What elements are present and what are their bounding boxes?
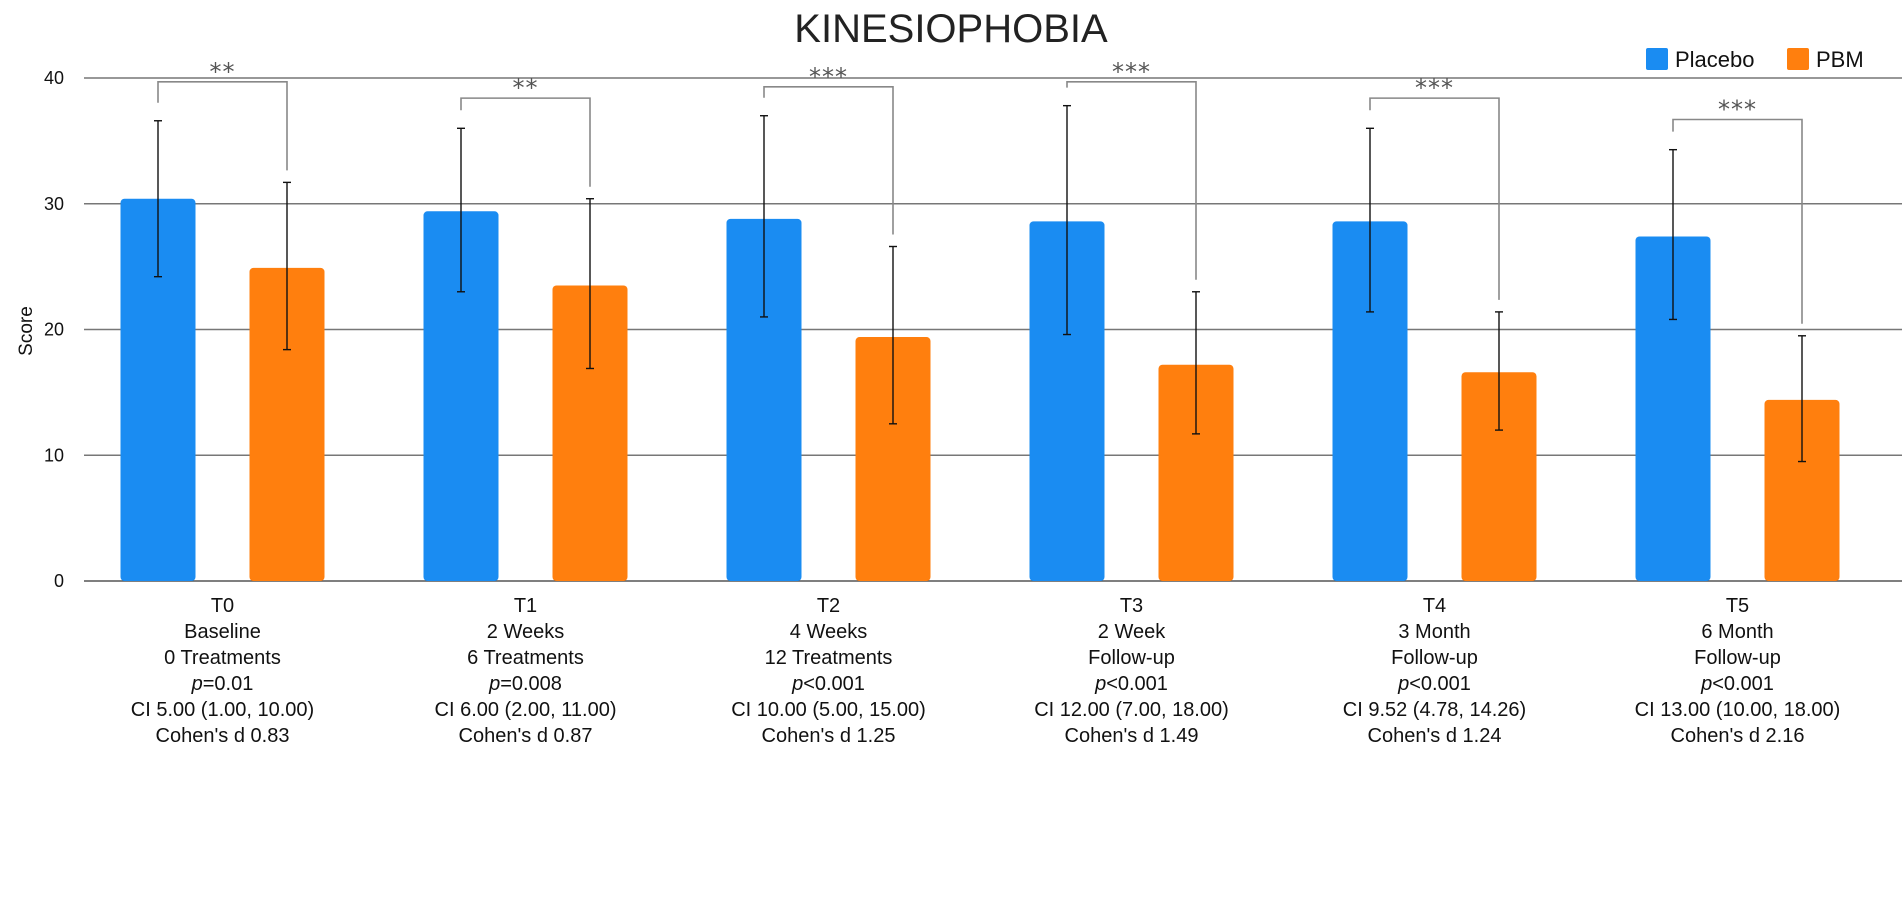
p-value: p<0.001 <box>1094 673 1168 695</box>
legend-swatch-placebo <box>1646 48 1668 70</box>
bar-pbm-t2 <box>855 337 931 581</box>
y-tick-label: 10 <box>44 445 64 465</box>
y-tick-label: 20 <box>44 320 64 340</box>
category-label-t4: T4 3 Month Follow-up p<0.001 CI 9.52 (4.78, … <box>1343 595 1526 747</box>
error-bars <box>154 104 1806 463</box>
confidence-interval: CI 9.52 (4.78, 14.26) <box>1343 699 1526 721</box>
error-bar-placebo-t4 <box>1366 127 1374 313</box>
grid-lines <box>84 77 1902 582</box>
period: T4 <box>1423 595 1446 617</box>
bar-pbm-t3 <box>1158 364 1234 581</box>
cohens-d: Cohen's d 1.25 <box>762 725 896 747</box>
bar-pbm-t0 <box>249 267 325 581</box>
treatments: Follow-up <box>1391 647 1478 669</box>
period: T0 <box>211 595 234 617</box>
treatments: 12 Treatments <box>765 647 893 669</box>
significance-bracket-t0: ** <box>157 58 288 171</box>
legend-label-placebo: Placebo <box>1675 47 1755 72</box>
treatments: 0 Treatments <box>164 647 281 669</box>
bar-placebo-t4 <box>1332 221 1408 582</box>
p-value: p<0.001 <box>791 673 865 695</box>
treatments: Follow-up <box>1088 647 1175 669</box>
confidence-interval: CI 10.00 (5.00, 15.00) <box>731 699 926 721</box>
significance-bracket-t3: *** <box>1066 58 1197 280</box>
x-axis-category-labels: T0 Baseline 0 Treatments p=0.01 CI 5.00 (1.0… <box>131 595 1841 747</box>
treatments: Follow-up <box>1694 647 1781 669</box>
legend-label-pbm: PBM <box>1816 47 1864 72</box>
error-bar-placebo-t1 <box>457 127 465 293</box>
bar-placebo-t3 <box>1029 221 1105 582</box>
timepoint: Baseline <box>184 621 261 643</box>
category-label-t0: T0 Baseline 0 Treatments p=0.01 CI 5.00 (1.0… <box>131 595 314 747</box>
bar-placebo-t5 <box>1635 236 1711 581</box>
error-bar-placebo-t5 <box>1669 148 1677 321</box>
error-bar-placebo-t0 <box>154 120 162 278</box>
error-bar-pbm-t0 <box>283 181 291 351</box>
period: T3 <box>1120 595 1143 617</box>
significance-stars: *** <box>1112 58 1151 86</box>
cohens-d: Cohen's d 0.87 <box>459 725 593 747</box>
significance-stars: ** <box>513 74 539 102</box>
significance-bracket-t1: ** <box>460 74 591 187</box>
period: T5 <box>1726 595 1749 617</box>
p-value: p<0.001 <box>1397 673 1471 695</box>
significance-bracket-t2: *** <box>763 63 894 235</box>
error-bar-placebo-t2 <box>760 115 768 318</box>
category-label-t1: T1 2 Weeks 6 Treatments p=0.008 CI 6.00 (2.0… <box>435 595 617 747</box>
y-tick-label: 30 <box>44 194 64 214</box>
chart-title: KINESIOPHOBIA <box>794 7 1108 51</box>
cohens-d: Cohen's d 0.83 <box>156 725 290 747</box>
error-bar-pbm-t5 <box>1798 335 1806 463</box>
error-bar-placebo-t3 <box>1063 104 1071 336</box>
significance-brackets: **** *** ********* <box>157 58 1803 324</box>
p-value: p<0.001 <box>1700 673 1774 695</box>
bar-placebo-t2 <box>726 218 802 581</box>
cohens-d: Cohen's d 1.49 <box>1065 725 1199 747</box>
timepoint: 3 Month <box>1398 621 1470 643</box>
error-bar-pbm-t4 <box>1495 311 1503 431</box>
confidence-interval: CI 5.00 (1.00, 10.00) <box>131 699 314 721</box>
cohens-d: Cohen's d 1.24 <box>1368 725 1502 747</box>
period: T2 <box>817 595 840 617</box>
timepoint: 2 Weeks <box>487 621 564 643</box>
significance-stars: *** <box>1415 74 1454 102</box>
confidence-interval: CI 6.00 (2.00, 11.00) <box>435 699 617 721</box>
p-value: p=0.01 <box>191 673 254 695</box>
significance-stars: *** <box>1718 95 1757 123</box>
category-label-t2: T2 4 Weeks 12 Treatments p<0.001 CI 10.00 (5… <box>731 595 926 747</box>
confidence-interval: CI 12.00 (7.00, 18.00) <box>1034 699 1229 721</box>
timepoint: 2 Week <box>1098 621 1166 643</box>
category-label-t5: T5 6 Month Follow-up p<0.001 CI 13.00 (10.00… <box>1635 595 1841 747</box>
y-tick-label: 40 <box>44 68 64 88</box>
y-axis-ticks: 0 10 20 30 40 <box>44 68 64 591</box>
category-label-t3: T3 2 Week Follow-up p<0.001 CI 12.00 (7.00, … <box>1034 595 1229 747</box>
bar-pbm-t5 <box>1764 399 1840 581</box>
bar-pbm-t4 <box>1461 372 1537 581</box>
bar-pbm-t1 <box>552 285 628 581</box>
y-axis-label: Score <box>16 306 37 356</box>
error-bar-pbm-t3 <box>1192 291 1200 435</box>
timepoint: 4 Weeks <box>790 621 867 643</box>
period: T1 <box>514 595 537 617</box>
confidence-interval: CI 13.00 (10.00, 18.00) <box>1635 699 1841 721</box>
error-bar-pbm-t2 <box>889 245 897 425</box>
timepoint: 6 Month <box>1701 621 1773 643</box>
significance-stars: *** <box>809 63 848 91</box>
legend-swatch-pbm <box>1787 48 1809 70</box>
significance-stars: ** <box>210 58 236 86</box>
y-tick-label: 0 <box>54 571 64 591</box>
treatments: 6 Treatments <box>467 647 584 669</box>
p-value: p=0.008 <box>488 673 562 695</box>
bar-placebo-t0 <box>120 198 196 581</box>
error-bar-pbm-t1 <box>586 198 594 370</box>
significance-bracket-t4: *** <box>1369 74 1500 300</box>
bars <box>120 198 1840 582</box>
significance-bracket-t5: *** <box>1672 95 1803 324</box>
cohens-d: Cohen's d 2.16 <box>1671 725 1805 747</box>
legend: Placebo PBM <box>1646 47 1864 72</box>
bar-placebo-t1 <box>423 211 499 582</box>
